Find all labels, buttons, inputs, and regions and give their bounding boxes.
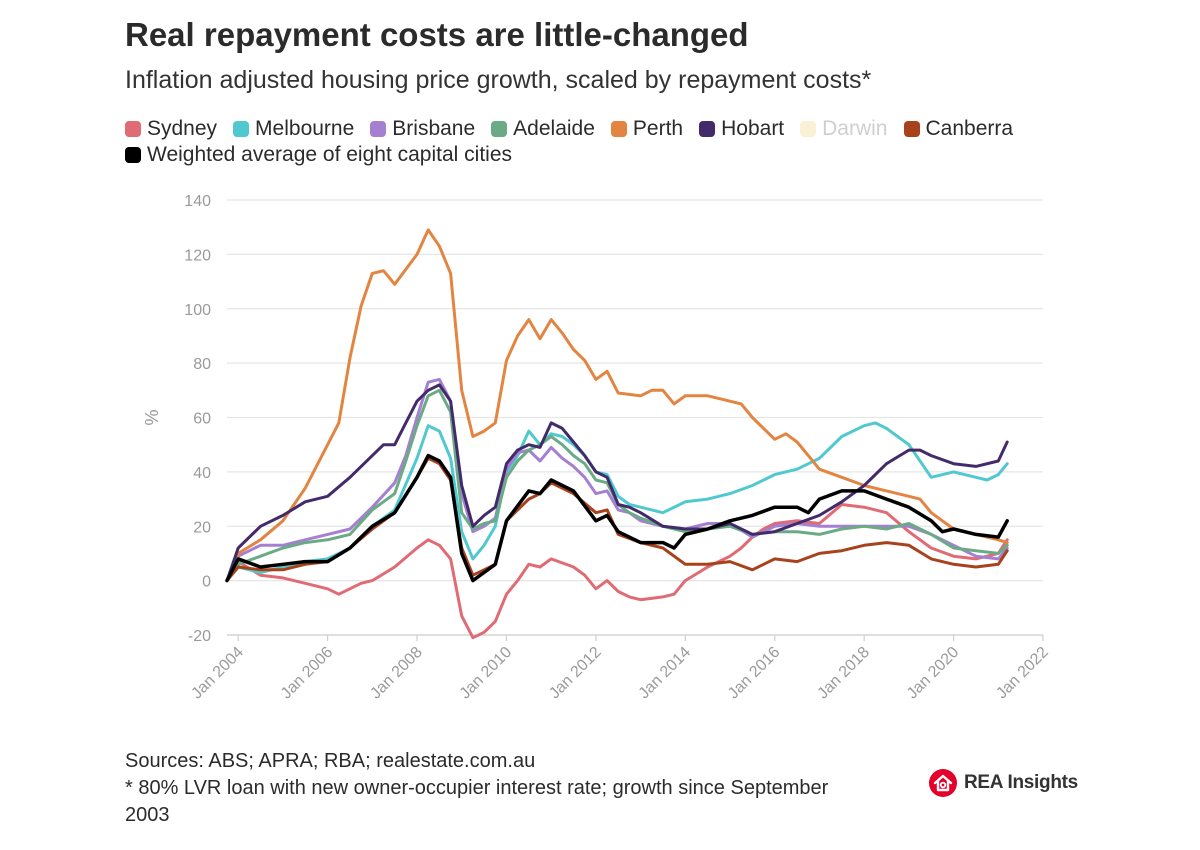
y-tick-label: 120 [184,247,211,264]
x-tick-label: Jan 2010 [457,644,516,703]
series-line-sydney [225,503,1009,640]
x-tick-label: Jan 2018 [814,644,873,703]
legend-label-sydney: Sydney [147,117,218,140]
x-tick-label: Jan 2006 [278,644,337,703]
chart-title: Real repayment costs are little-changed [125,16,749,53]
brand-logo: REA Insights [928,768,1078,798]
legend-label-melbourne: Melbourne [255,117,355,140]
sources-note: Sources: ABS; APRA; RBA; realestate.com.… [125,748,855,829]
series-line-brisbane [225,377,1009,583]
legend-label-weighted-average: Weighted average of eight capital cities [147,143,512,166]
legend-swatch-canberra [903,121,920,137]
legend-label-perth: Perth [632,117,684,140]
legend-swatch-perth [610,121,627,137]
legend-swatch-darwin [800,121,817,137]
footnote-line: * 80% LVR loan with new owner-occupier i… [125,777,829,826]
y-tick-label: 40 [193,465,211,482]
brand-name: REA Insights [964,772,1078,793]
sources-line: Sources: ABS; APRA; RBA; realestate.com.… [125,750,536,772]
axes: -20 0 20 40 60 80 100 120 140 Jan 2004 Jan 2006 Jan… [184,193,1052,702]
legend-swatch-adelaide [491,121,508,137]
y-tick-label: 140 [184,193,211,210]
legend-label-brisbane: Brisbane [392,117,476,140]
legend-label-darwin: Darwin [822,117,888,140]
y-tick-label: 0 [202,574,211,591]
house-logo-icon [929,769,957,797]
x-tick-label: Jan 2014 [636,644,695,703]
series-line-hobart [225,383,1009,583]
x-tick-label: Jan 2020 [904,644,963,703]
series-line-canberra [225,456,1009,583]
legend-item-weighted-average[interactable]: Weighted average of eight capital cities [125,143,512,167]
x-tick-label: Jan 2022 [993,644,1052,703]
legend-swatch-hobart [699,121,716,137]
series-line-perth [225,228,1009,583]
legend-item-darwin[interactable]: Darwin [800,117,888,141]
legend-item-sydney[interactable]: Sydney [125,117,217,141]
x-tick-label: Jan 2008 [367,644,426,703]
grid-lines [227,199,1043,636]
legend-swatch-melbourne [233,121,250,137]
legend-item-canberra[interactable]: Canberra [903,117,1014,141]
legend: Sydney Melbourne Brisbane Adelaide Perth… [125,116,1125,168]
x-tick-label: Jan 2004 [188,644,247,703]
legend-swatch-sydney [125,121,141,137]
legend-item-brisbane[interactable]: Brisbane [370,117,475,141]
chart-subtitle: Inflation adjusted housing price growth,… [125,66,872,94]
legend-swatch-brisbane [370,121,387,137]
legend-label-hobart: Hobart [721,117,785,140]
y-tick-label: -20 [188,628,211,645]
x-tick-label: Jan 2016 [725,644,784,703]
legend-item-adelaide[interactable]: Adelaide [491,117,595,141]
series-lines [225,228,1009,640]
legend-item-melbourne[interactable]: Melbourne [233,117,354,141]
y-tick-label: 100 [184,302,211,319]
series-line-weighted-average-of-eight-capital-cities [225,453,1009,583]
y-axis-label: % [142,409,162,425]
legend-row-2: Weighted average of eight capital cities [125,142,1125,168]
x-tick-label: Jan 2012 [546,644,605,703]
legend-item-perth[interactable]: Perth [610,117,684,141]
y-tick-label: 60 [193,411,211,428]
legend-item-hobart[interactable]: Hobart [699,117,784,141]
legend-row-1: Sydney Melbourne Brisbane Adelaide Perth… [125,116,1125,142]
legend-label-adelaide: Adelaide [513,117,595,140]
y-tick-label: 80 [193,356,211,373]
legend-swatch-weighted-average [125,147,141,163]
y-tick-label: 20 [193,519,211,536]
legend-label-canberra: Canberra [925,117,1014,140]
series-line-adelaide [225,388,1009,583]
